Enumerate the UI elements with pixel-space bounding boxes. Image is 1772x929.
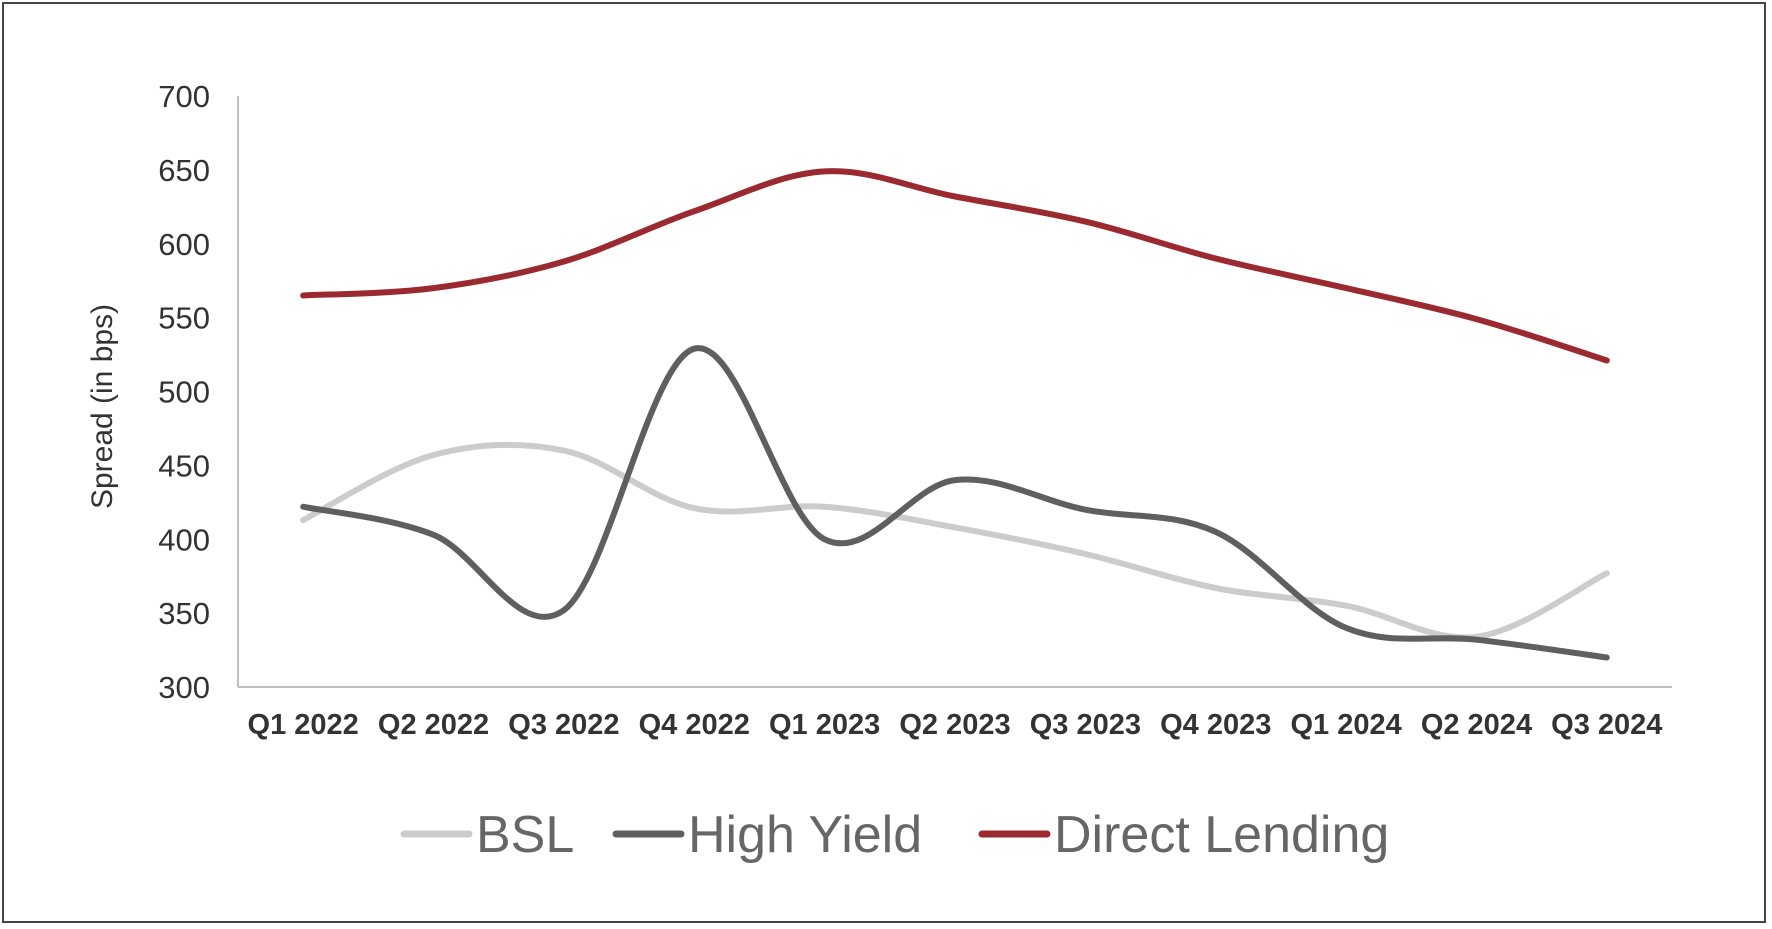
- legend: BSL High Yield Direct Lending: [400, 806, 1389, 864]
- x-tick-label: Q3 2024: [1551, 709, 1662, 741]
- x-tick-label: Q2 2023: [899, 709, 1010, 741]
- y-tick-label: 700: [158, 79, 210, 114]
- series-lines: [300, 168, 1610, 661]
- series-line-bsl: [300, 441, 1610, 641]
- y-tick-label: 300: [158, 670, 210, 705]
- y-tick-label: 650: [158, 153, 210, 188]
- series-line-direct-lending: [300, 168, 1610, 364]
- y-axis-ticks: 300 350 400 450 500 550 600 650 700: [158, 79, 210, 705]
- x-tick-label: Q3 2023: [1030, 709, 1141, 741]
- y-tick-label: 450: [158, 448, 210, 483]
- x-tick-label: Q4 2023: [1160, 709, 1271, 741]
- legend-label-high-yield: High Yield: [688, 806, 922, 864]
- x-tick-label: Q3 2022: [508, 709, 619, 741]
- x-tick-label: Q1 2023: [769, 709, 880, 741]
- series-line-high-yield: [300, 345, 1610, 661]
- x-tick-label: Q1 2022: [248, 709, 359, 741]
- x-tick-label: Q2 2024: [1421, 709, 1532, 741]
- legend-label-direct-lending: Direct Lending: [1054, 806, 1389, 864]
- y-axis-label: Spread (in bps): [86, 304, 119, 509]
- line-chart: Spread (in bps) 300 350 400 450 500 550 600 650…: [86, 79, 1672, 864]
- x-tick-label: Q1 2024: [1290, 709, 1401, 741]
- y-tick-label: 500: [158, 375, 210, 410]
- y-tick-label: 550: [158, 301, 210, 336]
- x-tick-label: Q2 2022: [378, 709, 489, 741]
- y-axis-label-group: Spread (in bps): [86, 304, 119, 509]
- x-tick-label: Q4 2022: [639, 709, 750, 741]
- axes: [237, 96, 1672, 688]
- y-tick-label: 600: [158, 227, 210, 262]
- legend-label-bsl: BSL: [476, 806, 574, 864]
- y-tick-label: 400: [158, 522, 210, 557]
- x-axis-ticks: Q1 2022 Q2 2022 Q3 2022 Q4 2022 Q1 2023 Q2 20…: [248, 709, 1663, 741]
- y-tick-label: 350: [158, 596, 210, 631]
